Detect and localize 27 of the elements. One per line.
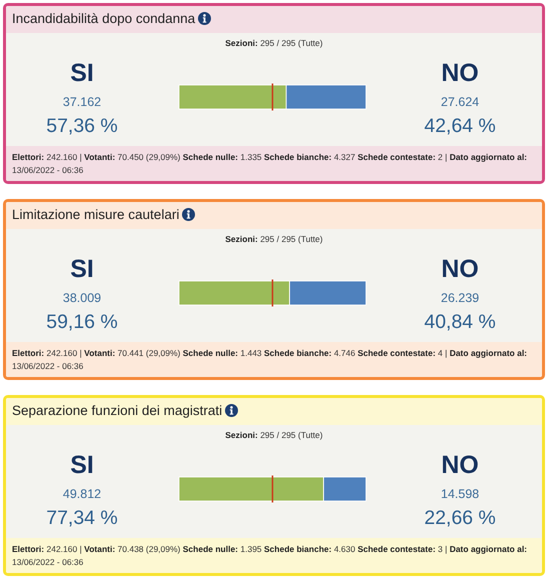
text: SI xyxy=(69,59,95,87)
chart-title: Limitazione misure cautelari xyxy=(12,207,180,223)
text: SI xyxy=(69,255,95,283)
text: NO xyxy=(440,255,480,283)
data-label: 77,34 % xyxy=(45,507,119,530)
data-label: 40,84 % xyxy=(423,311,497,334)
chart-title: Incandidabilità dopo condanna xyxy=(12,11,196,27)
text: Elettori: 242.160 | Votanti: 70.450 (29,09%) Schede nulle: 1.335 Schede bianche: 4.327 Schede contestate: 2 | Dato aggiornato al: 13/06/2022 - 06:36 xyxy=(12,152,528,175)
text: NO xyxy=(440,451,480,479)
chart-subtitle: Sezioni: 295 / 295 (Tutte) xyxy=(224,233,324,245)
text: 14.598 xyxy=(440,486,480,502)
text: 38.009 xyxy=(62,290,102,306)
text: NO xyxy=(440,59,480,87)
data-label: 59,16 % xyxy=(45,311,119,334)
text: Elettori: 242.160 | Votanti: 70.438 (29,09%) Schede nulle: 1.395 Schede bianche: 4.630 Schede contestate: 3 | Dato aggiornato al: 13/06/2022 - 06:36 xyxy=(12,544,528,567)
data-label: 42,64 % xyxy=(423,115,497,138)
text: SI xyxy=(69,451,95,479)
data-label: 57,36 % xyxy=(45,115,119,138)
text: 37.162 xyxy=(62,94,102,110)
text: 27.624 xyxy=(440,94,480,110)
text: Elettori: 242.160 | Votanti: 70.441 (29,09%) Schede nulle: 1.443 Schede bianche: 4.746 Schede contestate: 4 | Dato aggiornato al: 13/06/2022 - 06:36 xyxy=(12,348,528,371)
chart-title: Separazione funzioni dei magistrati xyxy=(12,403,224,419)
data-label: 22,66 % xyxy=(423,507,497,530)
text: 26.239 xyxy=(440,290,480,306)
chart-subtitle: Sezioni: 295 / 295 (Tutte) xyxy=(224,429,324,441)
text: 49.812 xyxy=(62,486,102,502)
chart-subtitle: Sezioni: 295 / 295 (Tutte) xyxy=(224,37,324,49)
